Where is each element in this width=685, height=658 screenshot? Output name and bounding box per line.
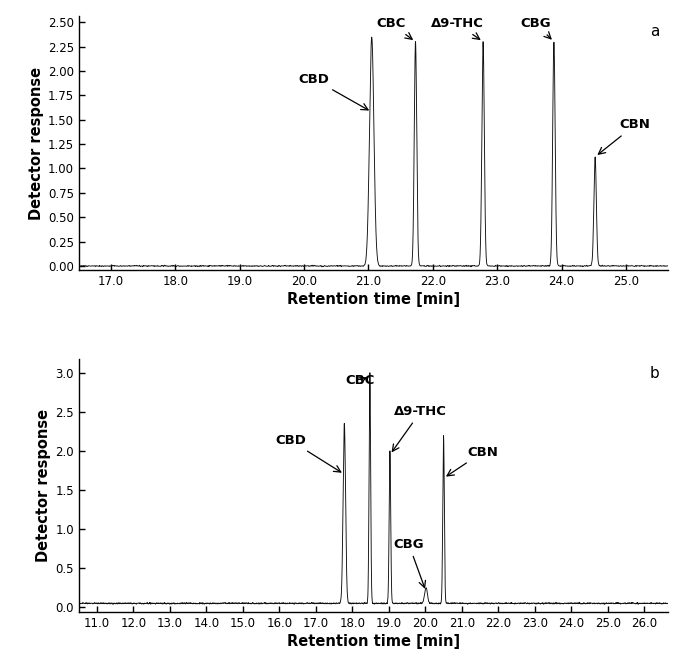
Text: a: a: [649, 24, 659, 39]
Text: Δ9-THC: Δ9-THC: [393, 405, 447, 451]
Text: CBG: CBG: [521, 17, 551, 39]
X-axis label: Retention time [min]: Retention time [min]: [287, 292, 460, 307]
Text: CBC: CBC: [376, 17, 412, 39]
Y-axis label: Detector response: Detector response: [29, 66, 44, 220]
Text: CBD: CBD: [299, 72, 368, 110]
X-axis label: Retention time [min]: Retention time [min]: [287, 634, 460, 649]
Y-axis label: Detector response: Detector response: [36, 409, 51, 562]
Text: CBD: CBD: [275, 434, 340, 472]
Text: CBC: CBC: [345, 374, 374, 387]
Text: CBG: CBG: [394, 538, 425, 588]
Text: b: b: [649, 366, 659, 381]
Text: Δ9-THC: Δ9-THC: [431, 17, 484, 39]
Text: CBN: CBN: [599, 118, 651, 154]
Text: CBN: CBN: [447, 445, 498, 476]
